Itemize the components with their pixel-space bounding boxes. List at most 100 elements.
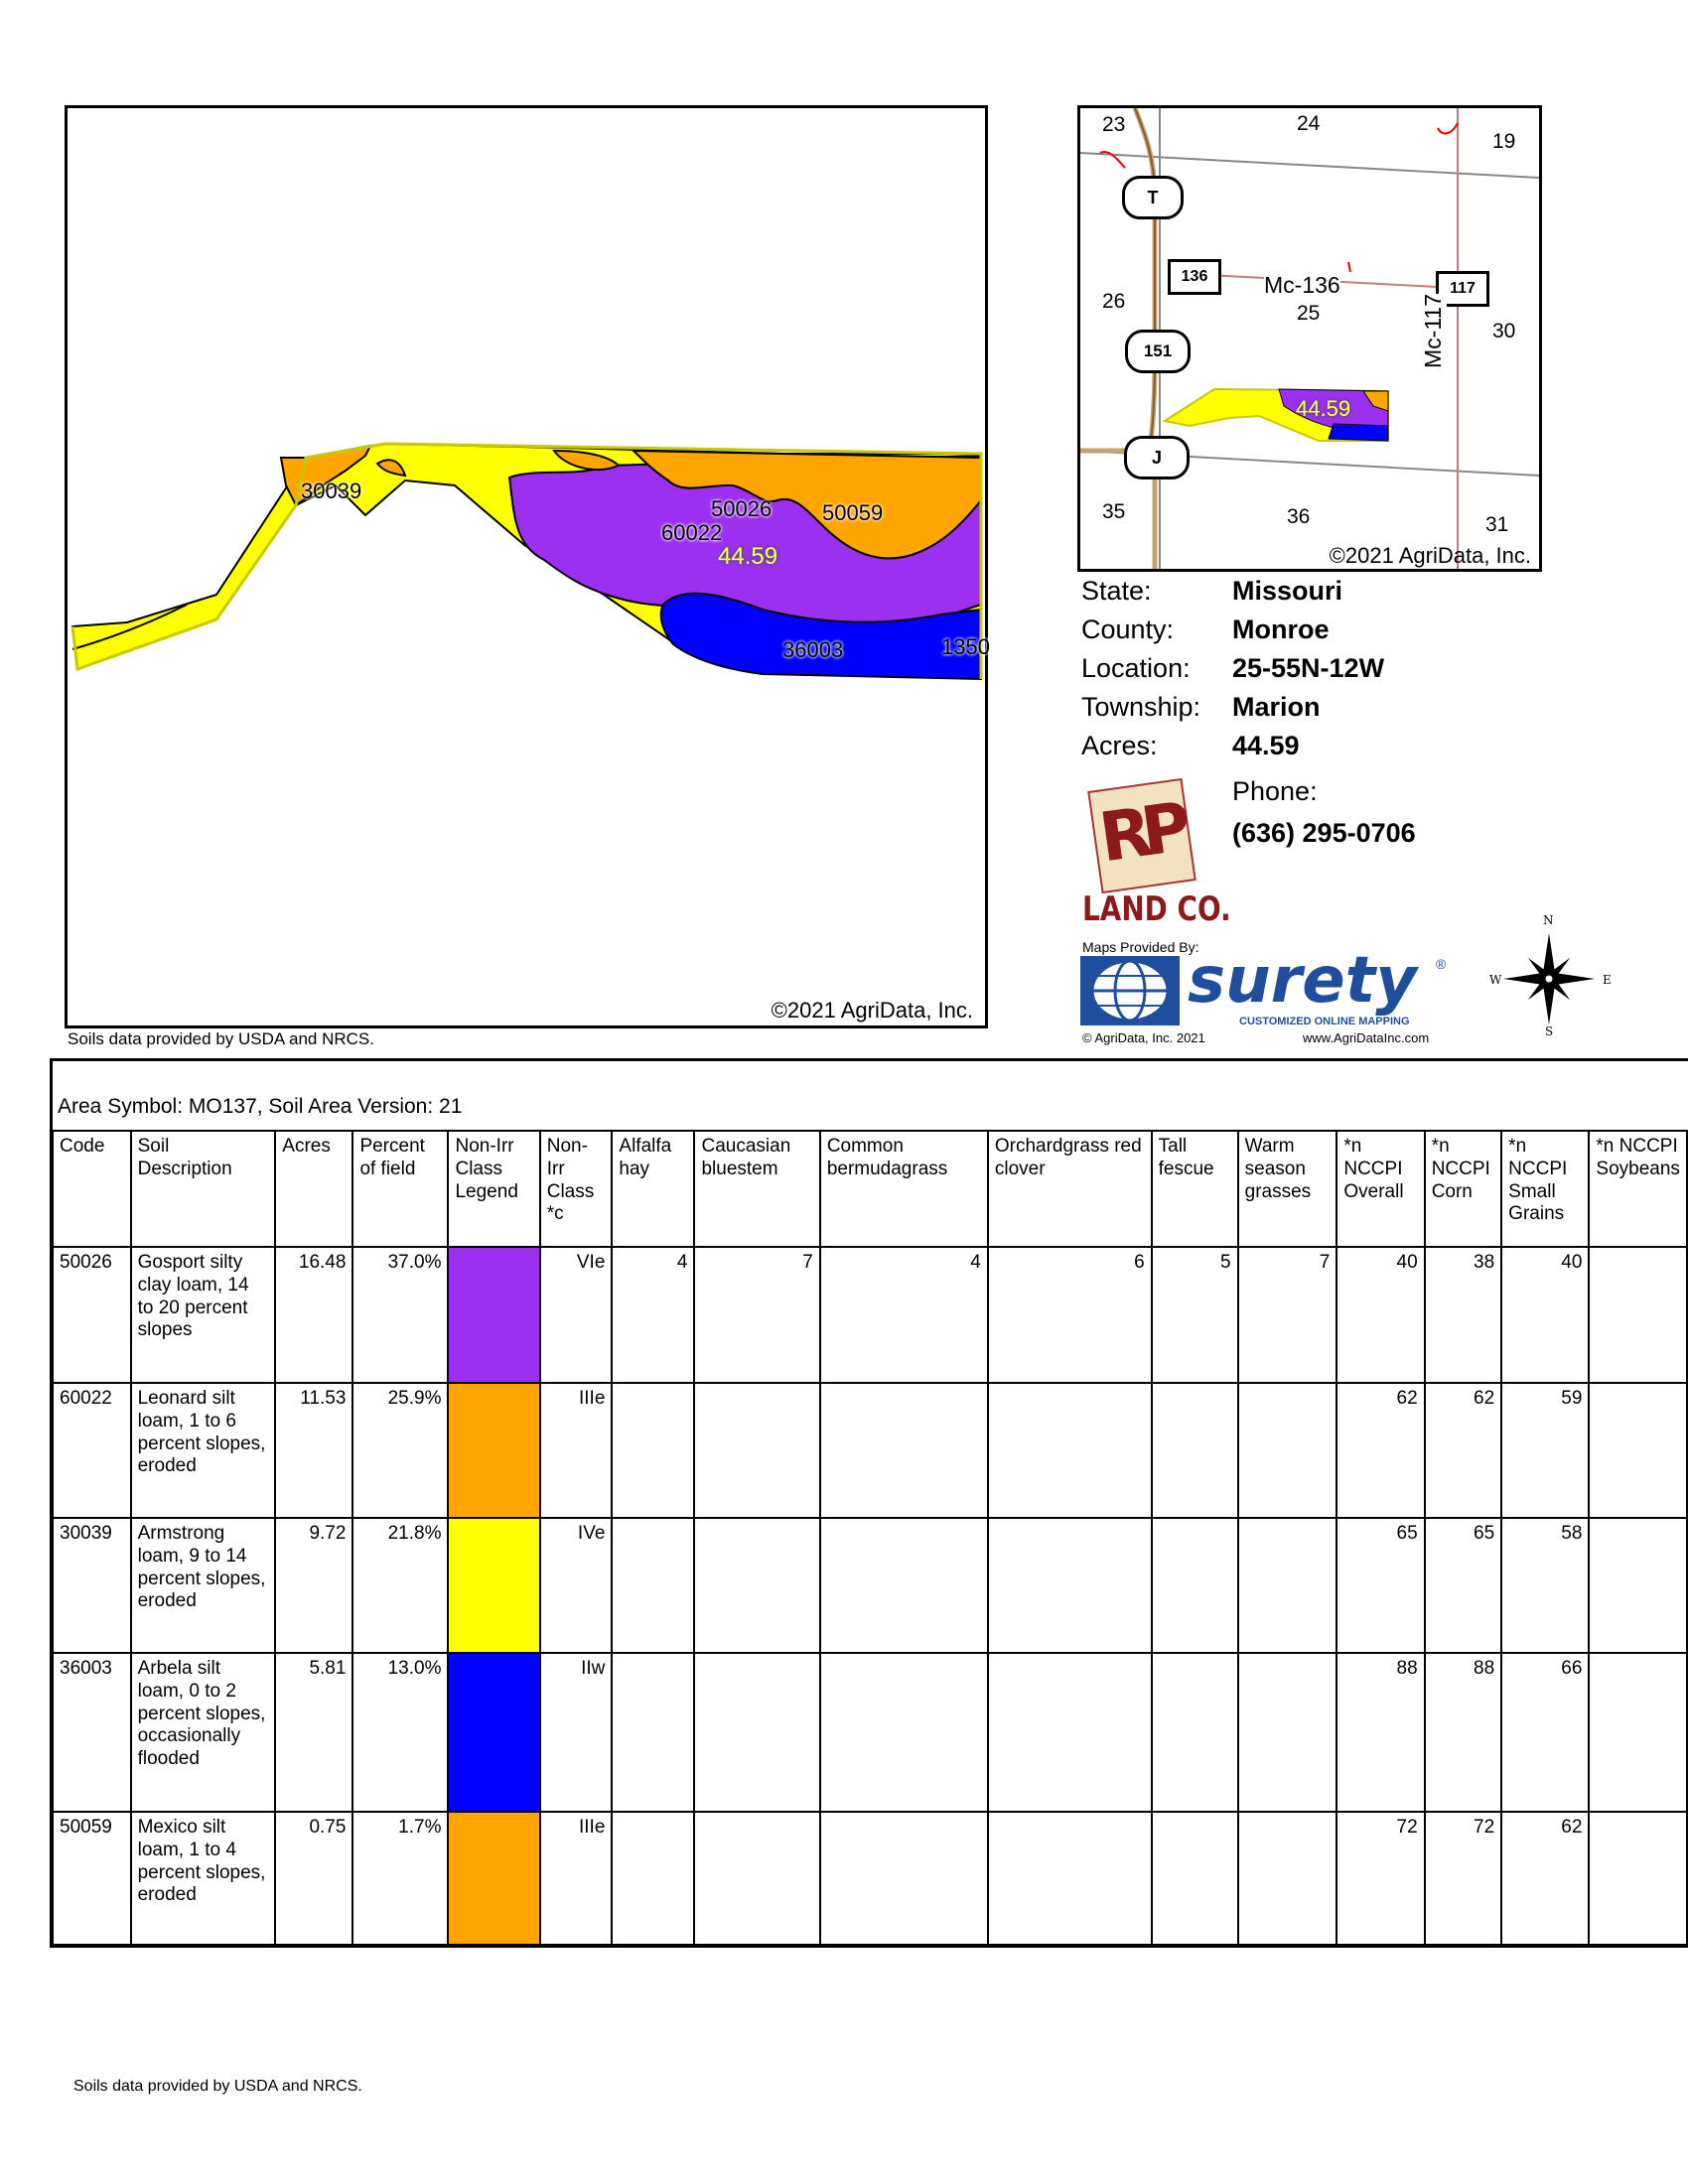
- column-header: Non-Irr Class Legend: [447, 1130, 541, 1248]
- road-name-mc136: Mc-136: [1264, 272, 1340, 299]
- surety-tagline: CUSTOMIZED ONLINE MAPPING: [1239, 1016, 1410, 1027]
- cell-small: 62: [1500, 1811, 1591, 1946]
- cell-soy: [1588, 1382, 1688, 1519]
- state-value: Missouri: [1232, 576, 1343, 606]
- acres-label: Acres:: [1081, 731, 1158, 760]
- soil-zone-60022: [631, 449, 982, 560]
- cell-small: 58: [1500, 1517, 1591, 1654]
- cell-overall: 65: [1336, 1517, 1426, 1654]
- cell-alfalfa: [611, 1811, 696, 1946]
- surety-brand: surety: [1188, 944, 1417, 1018]
- cell-acres: 0.75: [274, 1811, 354, 1946]
- map-label-50059: 50059: [822, 500, 884, 525]
- table-header-row: Code Soil Description Acres Percent of fiel…: [52, 1130, 1688, 1248]
- column-header: Soil Description: [129, 1130, 277, 1248]
- phone-value: (636) 295-0706: [1232, 818, 1416, 848]
- cell-acres: 16.48: [274, 1246, 354, 1384]
- compass-s: S: [1545, 1024, 1554, 1038]
- cell-bermuda: [818, 1811, 989, 1946]
- map-label-30039: 30039: [301, 478, 362, 503]
- acres-value: 44.59: [1232, 731, 1300, 760]
- county-label: County:: [1081, 614, 1175, 644]
- cell-overall: 72: [1336, 1811, 1426, 1946]
- table-row: 50026 Gosport silty clay loam, 14 to 20 p…: [52, 1246, 1688, 1384]
- globe-icon: [1080, 956, 1180, 1025]
- column-header: Orchardgrass red clover: [986, 1130, 1153, 1248]
- soils-note-bottom: Soils data provided by USDA and NRCS.: [73, 2078, 362, 2095]
- compass-w: W: [1489, 973, 1502, 987]
- cell-warm: [1236, 1811, 1338, 1946]
- section-number: 19: [1492, 130, 1516, 153]
- cell-caucasian: [693, 1811, 821, 1946]
- cell-orchard: [986, 1652, 1153, 1813]
- cell-code: 30039: [52, 1517, 132, 1654]
- cell-cls: IVe: [538, 1517, 614, 1654]
- cell-bermuda: 4: [818, 1246, 989, 1384]
- cell-desc: Arbela silt loam, 0 to 2 percent slopes,…: [129, 1652, 277, 1813]
- map-label-1350: 1350: [941, 634, 990, 659]
- section-number: 31: [1485, 513, 1509, 536]
- class-legend-swatch: [447, 1246, 541, 1384]
- table-row: 36003 Arbela silt loam, 0 to 2 percent sl…: [52, 1652, 1688, 1813]
- cell-desc: Leonard silt loam, 1 to 6 percent slopes…: [129, 1382, 277, 1519]
- cell-alfalfa: [611, 1517, 696, 1654]
- cell-bermuda: [818, 1382, 989, 1519]
- cell-code: 60022: [52, 1382, 132, 1519]
- area-symbol: Area Symbol: MO137, Soil Area Version: 2…: [58, 1095, 463, 1118]
- column-header: Acres: [274, 1130, 354, 1248]
- soil-map-svg: [70, 442, 983, 681]
- surety-url: www.AgriDataInc.com: [1303, 1030, 1430, 1045]
- map-label-acres: 44.59: [718, 543, 778, 570]
- cell-small: 66: [1500, 1652, 1591, 1813]
- class-legend-swatch: [447, 1811, 541, 1946]
- cell-fescue: [1150, 1382, 1239, 1519]
- main-map-copyright: ©2021 AgriData, Inc.: [771, 998, 973, 1023]
- cell-alfalfa: [611, 1652, 696, 1813]
- rp-land-co-logo: RP LAND CO.: [1082, 772, 1231, 936]
- column-header: *n NCCPI Overall: [1336, 1130, 1426, 1248]
- section-number: 35: [1102, 500, 1126, 523]
- section-number: 26: [1102, 290, 1126, 313]
- main-soil-map[interactable]: 30039 50026 60022 50059 44.59 36003 1350…: [65, 105, 990, 1028]
- road-shield-t: T: [1122, 176, 1184, 219]
- phone-label: Phone:: [1232, 776, 1318, 806]
- land-co-text: LAND CO.: [1082, 889, 1231, 929]
- cell-fescue: [1150, 1652, 1239, 1813]
- table-row: 50059 Mexico silt loam, 1 to 4 percent sl…: [52, 1811, 1688, 1946]
- cell-acres: 11.53: [274, 1382, 354, 1519]
- surety-copyright: © AgriData, Inc. 2021: [1082, 1030, 1205, 1045]
- cell-corn: 38: [1423, 1246, 1503, 1384]
- road-shield-117: 117: [1436, 271, 1489, 307]
- cell-desc: Gosport silty clay loam, 14 to 20 percen…: [129, 1246, 277, 1384]
- inset-location-map[interactable]: 23 24 19 26 25 30 35 36 31 T 136 117 151…: [1077, 105, 1542, 572]
- column-header: Non-Irr Class *c: [538, 1130, 614, 1248]
- cell-caucasian: 7: [693, 1246, 821, 1384]
- township-value: Marion: [1232, 692, 1321, 722]
- inset-map-copyright: ©2021 AgriData, Inc.: [1329, 543, 1531, 568]
- cell-caucasian: [693, 1652, 821, 1813]
- map-label-36003: 36003: [782, 637, 844, 662]
- class-legend-swatch: [447, 1382, 541, 1519]
- cell-small: 59: [1500, 1382, 1591, 1519]
- cell-fescue: [1150, 1517, 1239, 1654]
- cell-cls: VIe: [538, 1246, 614, 1384]
- cell-bermuda: [818, 1517, 989, 1654]
- compass-e: E: [1603, 973, 1612, 987]
- cell-soy: [1588, 1811, 1688, 1946]
- section-number: 24: [1297, 112, 1321, 135]
- surety-registered: ®: [1436, 956, 1447, 972]
- maps-provided-by: Maps Provided By:: [1082, 939, 1199, 955]
- column-header: Caucasian bluestem: [693, 1130, 821, 1248]
- soils-note: Soils data provided by USDA and NRCS.: [68, 1029, 374, 1048]
- section-number: 30: [1492, 320, 1516, 342]
- road-shield-136: 136: [1168, 259, 1221, 295]
- column-header: Code: [52, 1130, 132, 1248]
- cell-pct: 37.0%: [352, 1246, 450, 1384]
- cell-bermuda: [818, 1652, 989, 1813]
- cell-desc: Armstrong loam, 9 to 14 percent slopes, …: [129, 1517, 277, 1654]
- cell-orchard: [986, 1382, 1153, 1519]
- compass-star-icon: [1503, 933, 1595, 1024]
- cell-fescue: [1150, 1811, 1239, 1946]
- column-header: Tall fescue: [1150, 1130, 1239, 1248]
- cell-small: 40: [1500, 1246, 1591, 1384]
